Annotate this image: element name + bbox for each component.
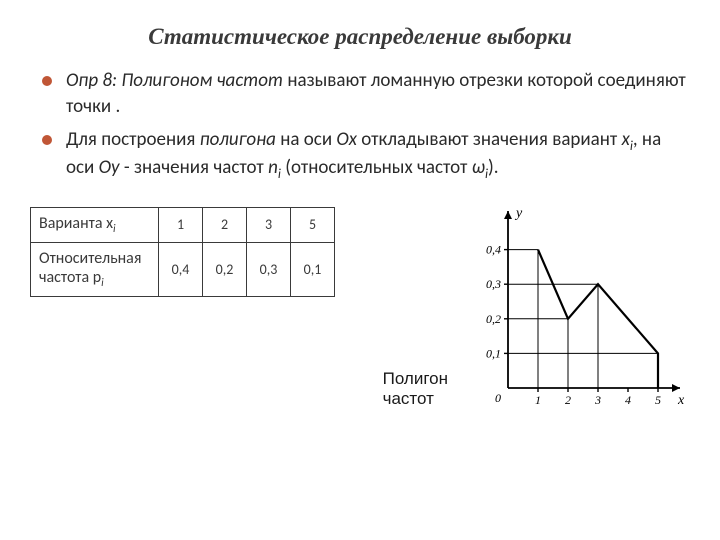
svg-text:y: y [514,206,523,221]
svg-text:1: 1 [535,393,541,407]
table-cell: 3 [247,207,291,242]
b2-e: - значения частот [120,156,269,179]
b2-a: Для построения [66,128,200,151]
frequency-table: Варианта xi 1 2 3 5 Относительная частот… [30,207,335,297]
table-cell: 1 [159,207,203,242]
svg-text:5: 5 [655,393,661,407]
svg-text:0,4: 0,4 [486,242,501,256]
b2-xi: x [622,128,630,151]
definition-list: Опр 8: Полигоном частот называют ломанну… [30,68,690,183]
row1-label-sub: i [113,222,116,236]
chart-caption: Полигон частот [383,369,448,409]
row2-header: Относительная частота pi [31,242,159,296]
svg-text:4: 4 [625,393,631,407]
row2-label-sub: i [101,276,104,290]
svg-text:0: 0 [495,391,501,405]
table-cell: 0,2 [203,242,247,296]
svg-text:2: 2 [565,393,571,407]
b2-oy: Oy [99,156,120,179]
b2-ni: n [268,156,278,179]
row2-label: Относительная частота p [39,249,141,287]
page-title: Статистическое распределение выборки [30,24,690,50]
svg-text:3: 3 [594,393,601,407]
b2-ox: Ox [336,128,357,151]
b2-g: ). [488,156,499,179]
b1-prefix: Опр 8: [66,69,121,92]
arrow-icon [450,383,520,384]
b2-f: (относительных частот [281,156,472,179]
svg-text:0,1: 0,1 [486,346,501,360]
bullet-1: Опр 8: Полигоном частот называют ломанну… [48,68,690,119]
svg-text:0,3: 0,3 [486,277,501,291]
table-cell: 2 [203,207,247,242]
row1-label: Варианта x [39,214,113,233]
bullet-2: Для построения полигона на оси Ox отклад… [48,127,690,182]
table-cell: 0,1 [291,242,335,296]
b2-em1: полигона [200,128,276,151]
table-cell: 5 [291,207,335,242]
row1-header: Варианта xi [31,207,159,242]
svg-text:x: x [677,393,685,408]
table-row: Относительная частота pi 0,4 0,2 0,3 0,1 [31,242,335,296]
b1-em: Полигоном частот [121,69,283,92]
b2-c: откладывают значения вариант [357,128,622,151]
table-cell: 0,4 [159,242,203,296]
svg-text:0,2: 0,2 [486,312,501,326]
table-cell: 0,3 [247,242,291,296]
b2-wi: ω [472,156,485,179]
b2-b: на оси [276,128,336,151]
table-row: Варианта xi 1 2 3 5 [31,207,335,242]
